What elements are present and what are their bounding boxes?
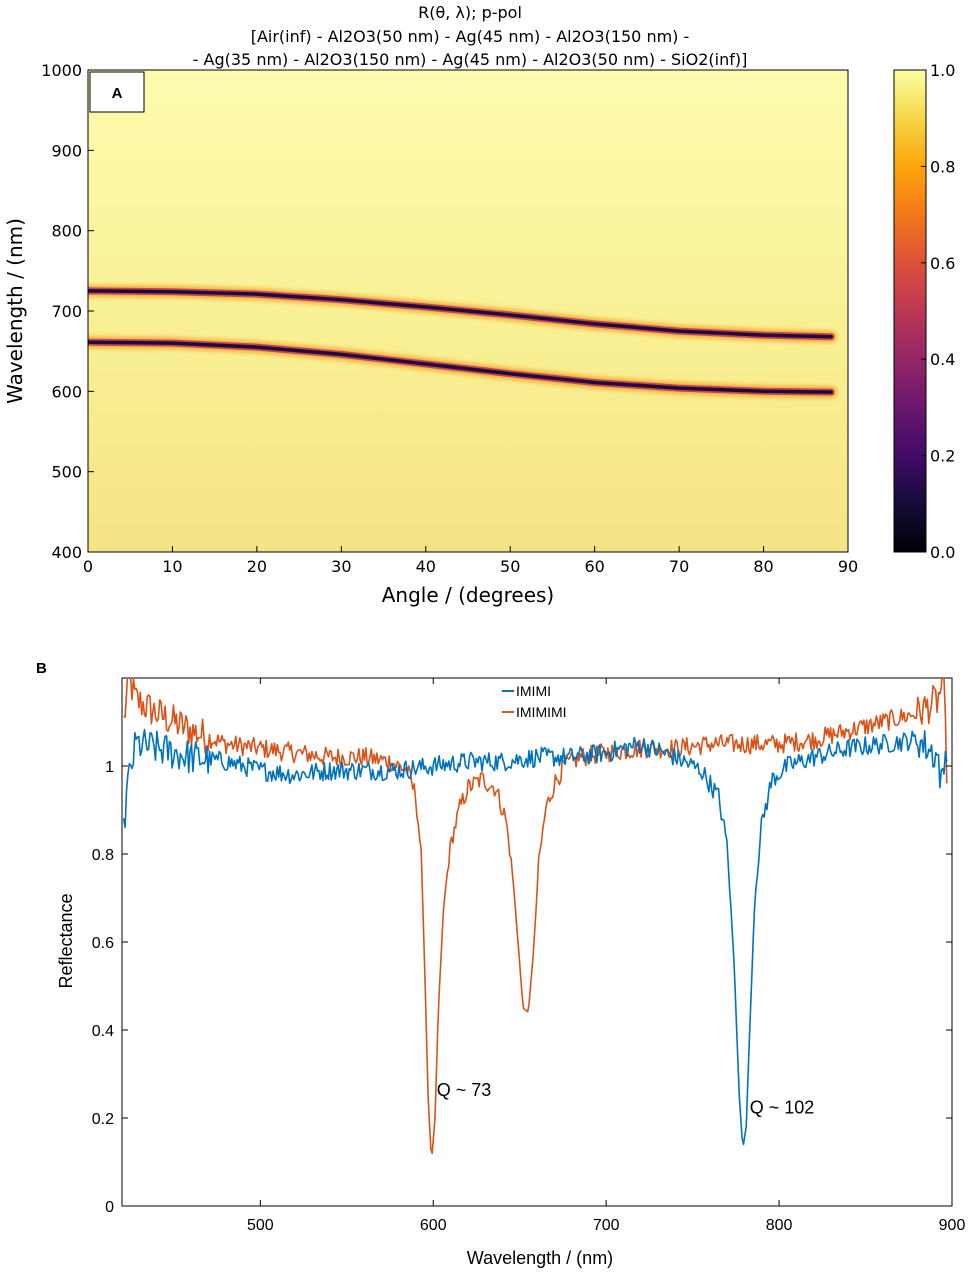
annotation-label: Q ~ 102 xyxy=(750,1098,815,1118)
x-tick-label: 70 xyxy=(669,557,689,576)
x-tick-label: 0 xyxy=(83,557,93,576)
resonance-bands xyxy=(88,284,838,399)
y-tick-label: 0.4 xyxy=(92,1023,114,1040)
x-tick-label: 20 xyxy=(247,557,267,576)
y-tick-label: 900 xyxy=(51,141,82,160)
y-tick-label: 600 xyxy=(51,382,82,401)
y-tick-label: 1 xyxy=(105,759,114,776)
x-tick-label: 30 xyxy=(331,557,351,576)
x-tick-label: 700 xyxy=(593,1217,620,1234)
y-tick-label: 400 xyxy=(51,543,82,562)
y-tick-label: 0.2 xyxy=(92,1111,114,1128)
colorbar-ticks: 0.0 0.2 0.4 0.6 0.8 1.0 xyxy=(921,61,955,562)
legend: IMIMI IMIMIMI xyxy=(500,680,588,720)
x-tick-label: 800 xyxy=(766,1217,793,1234)
x-tick-label: 900 xyxy=(939,1217,966,1234)
x-tick-label: 10 xyxy=(162,557,182,576)
x-tick-label: 60 xyxy=(584,557,604,576)
colorbar-tick-label: 0.8 xyxy=(930,157,955,176)
y-tick-label: 0.8 xyxy=(92,847,114,864)
series-line-imimimi xyxy=(123,678,948,1154)
band-core-0 xyxy=(88,289,833,339)
x-tick-label: 40 xyxy=(416,557,436,576)
y-tick-label: 800 xyxy=(51,222,82,241)
line-series xyxy=(122,678,948,1154)
colorbar-tick-label: 0.6 xyxy=(930,254,955,273)
colorbar-tick-label: 0.2 xyxy=(930,447,955,466)
title-line-3: - Ag(35 nm) - Al2O3(150 nm) - Ag(45 nm) … xyxy=(193,50,748,69)
legend-label-imimi: IMIMI xyxy=(516,683,551,699)
band-core-1 xyxy=(88,340,833,394)
annotations: Q ~ 73 Q ~ 102 xyxy=(437,1080,815,1118)
y-tick-label: 700 xyxy=(51,302,82,321)
annotation-label: Q ~ 73 xyxy=(437,1080,492,1100)
panel-b-label: B xyxy=(36,660,47,677)
heatmap-x-label: Angle / (degrees) xyxy=(382,583,554,607)
line-plot-frame xyxy=(121,677,953,1207)
x-tick-label: 500 xyxy=(247,1217,274,1234)
x-tick-label: 600 xyxy=(420,1217,447,1234)
panel-a: R(θ, λ); p-pol [Air(inf) - Al2O3(50 nm) … xyxy=(3,3,955,607)
colorbar-tick-label: 1.0 xyxy=(930,61,955,80)
y-tick-label: 1000 xyxy=(41,61,82,80)
heatmap-y-label: Wavelength / (nm) xyxy=(3,218,27,404)
title-line-2: [Air(inf) - Al2O3(50 nm) - Ag(45 nm) - A… xyxy=(251,27,690,46)
x-tick-label: 50 xyxy=(500,557,520,576)
panel-a-label: A xyxy=(112,85,123,102)
series-line-imimi xyxy=(122,728,948,1146)
panel-b: B 500 600 700 800 900 0 0.2 0.4 0.6 0.8 1 IMIMI IM… xyxy=(36,660,965,1268)
line-plot-y-label: Reflectance xyxy=(56,893,76,988)
y-tick-label: 0 xyxy=(105,1199,114,1216)
heatmap-axes: 0 10 20 30 40 50 60 70 80 90 400 500 600 700 800 900 100… xyxy=(41,61,858,576)
line-plot-axes: 500 600 700 800 900 0 0.2 0.4 0.6 0.8 1 xyxy=(92,678,966,1234)
x-tick-label: 80 xyxy=(753,557,773,576)
panel-a-label-box: A xyxy=(89,71,145,113)
line-plot-x-label: Wavelength / (nm) xyxy=(467,1248,613,1268)
y-tick-label: 500 xyxy=(51,463,82,482)
colorbar-tick-label: 0.0 xyxy=(930,543,955,562)
x-tick-label: 90 xyxy=(838,557,858,576)
colorbar-tick-label: 0.4 xyxy=(930,350,955,369)
title-line-1: R(θ, λ); p-pol xyxy=(418,3,522,22)
legend-label-imimimi: IMIMIMI xyxy=(516,704,567,720)
y-tick-label: 0.6 xyxy=(92,935,114,952)
colorbar xyxy=(893,69,927,553)
